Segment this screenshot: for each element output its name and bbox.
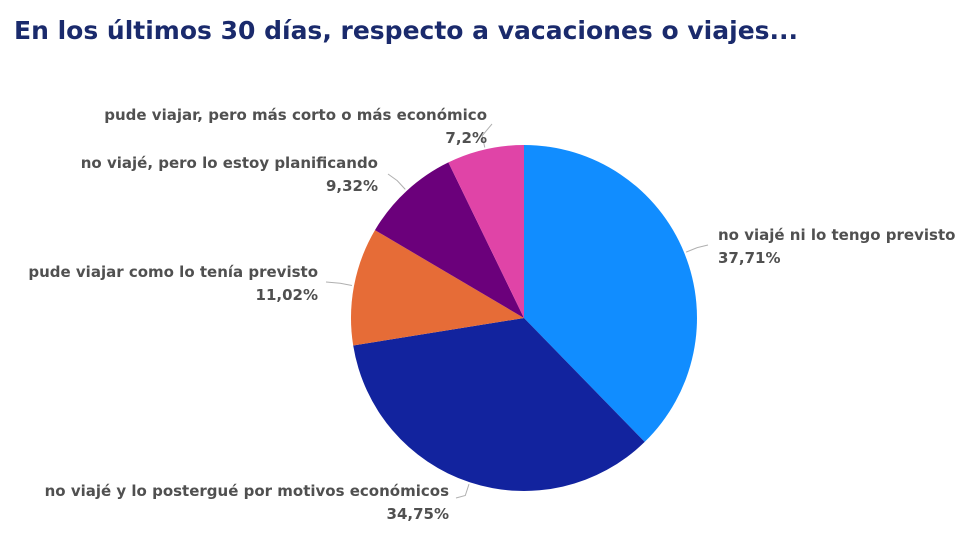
leader-line <box>481 123 493 148</box>
slice-label: no viajé y lo postergué por motivos econ… <box>45 482 449 500</box>
leader-lines <box>325 123 709 499</box>
pie-slices <box>351 145 697 491</box>
slice-label: pude viajar como lo tenía previsto <box>28 263 318 281</box>
pie-slice[interactable] <box>448 145 524 318</box>
chart-title: En los últimos 30 días, respecto a vacac… <box>14 16 799 45</box>
pie-slice[interactable] <box>353 318 645 491</box>
slice-value-label: 37,71% <box>718 249 780 267</box>
leader-line <box>325 281 353 286</box>
leader-line <box>387 173 406 190</box>
pie-slice[interactable] <box>524 145 697 442</box>
slice-label: pude viajar, pero más corto o más económ… <box>104 106 487 124</box>
slice-value-label: 9,32% <box>326 177 378 195</box>
leader-line <box>455 483 470 499</box>
slice-label: no viajé ni lo tengo previsto <box>718 226 955 244</box>
slice-label: no viajé, pero lo estoy planificando <box>81 154 378 172</box>
slice-value-label: 11,02% <box>256 286 318 304</box>
pie-slice[interactable] <box>351 230 524 346</box>
pie-slice[interactable] <box>374 162 524 318</box>
slice-value-label: 7,2% <box>445 129 487 147</box>
data-labels: no viajé ni lo tengo previsto 37,71% no vi… <box>28 106 955 523</box>
leader-line <box>685 244 709 253</box>
slice-value-label: 34,75% <box>387 505 449 523</box>
